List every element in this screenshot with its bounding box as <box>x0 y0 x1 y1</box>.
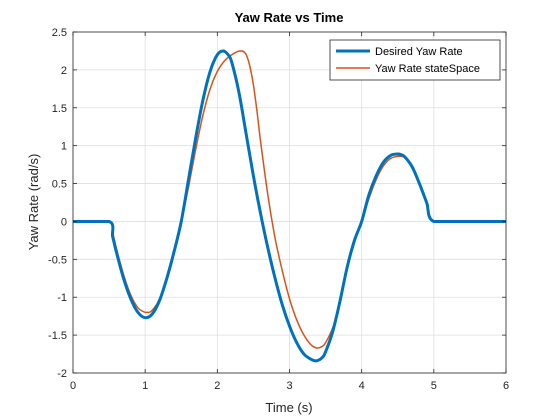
y-tick-label: -1.5 <box>48 330 67 342</box>
series-layer <box>73 49 506 363</box>
y-tick-label: -2 <box>57 368 67 380</box>
y-tick-labels: -2 -1.5 -1 -0.5 0 0.5 1 1.5 2 2.5 <box>48 27 67 380</box>
x-tick-label: 2 <box>214 380 220 392</box>
y-tick-label: 1.5 <box>52 103 67 115</box>
y-tick-label: -0.5 <box>48 254 67 266</box>
y-tick-label: 2 <box>61 65 67 77</box>
chart-title: Yaw Rate vs Time <box>235 10 344 25</box>
legend-label-2: Yaw Rate stateSpace <box>375 63 480 75</box>
x-tick-label: 6 <box>503 380 509 392</box>
series-line-1 <box>73 49 506 363</box>
x-tick-label: 1 <box>142 380 148 392</box>
legend: Desired Yaw Rate Yaw Rate stateSpace <box>329 39 501 81</box>
ticks <box>72 31 507 374</box>
y-axis-label: Yaw Rate (rad/s) <box>26 154 41 251</box>
x-tick-label: 4 <box>359 380 365 392</box>
legend-label-1: Desired Yaw Rate <box>375 46 463 58</box>
y-tick-label: 2.5 <box>52 27 67 39</box>
y-tick-label: 1 <box>61 141 67 153</box>
y-tick-label: -1 <box>57 292 67 304</box>
x-axis-label: Time (s) <box>265 400 312 415</box>
x-tick-labels: 0 1 2 3 4 5 6 <box>70 380 509 392</box>
x-tick-label: 3 <box>286 380 292 392</box>
x-tick-label: 5 <box>431 380 437 392</box>
x-tick-label: 0 <box>70 380 76 392</box>
series-line-2 <box>73 50 506 349</box>
y-tick-label: 0.5 <box>52 179 67 191</box>
legend-box <box>329 39 501 81</box>
y-tick-label: 0 <box>61 216 67 228</box>
